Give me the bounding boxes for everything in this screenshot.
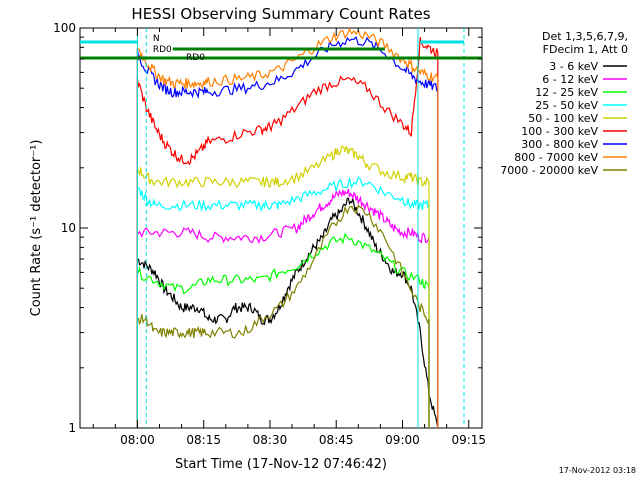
series-line-8	[136, 27, 439, 428]
legend-header-line: Det 1,3,5,6,7,9,	[542, 30, 628, 43]
y-tick-label: 1	[68, 421, 76, 435]
x-tick-label: 09:00	[385, 433, 420, 447]
x-tick-label: 09:15	[451, 433, 486, 447]
legend-label: 6 - 12 keV	[542, 73, 598, 86]
series-line-7	[136, 35, 439, 428]
footer-date: 17-Nov-2012 03:18	[559, 466, 636, 475]
series-line-1	[136, 196, 439, 429]
legend-label: 7000 - 20000 keV	[500, 164, 598, 177]
legend-label: 100 - 300 keV	[521, 125, 598, 138]
y-tick-label: 10	[61, 221, 76, 235]
legend-label: 12 - 25 keV	[535, 86, 598, 99]
flag-label-n: N	[153, 34, 160, 44]
series-line-4	[136, 176, 430, 428]
legend-header-line: FDecim 1, Att 0	[543, 43, 628, 56]
legend: Det 1,3,5,6,7,9,FDecim 1, Att 0 3 - 6 keV…	[500, 30, 628, 177]
axis-layer: 08:00 08:15 08:30 08:45 09:00 09:15 1 10 100	[53, 21, 486, 447]
series-line-3	[136, 232, 430, 428]
legend-label: 800 - 7000 keV	[514, 151, 598, 164]
legend-label: 50 - 100 keV	[528, 112, 598, 125]
chart-title: HESSI Observing Summary Count Rates	[131, 5, 430, 23]
series-line-9	[136, 204, 430, 428]
series-line-5	[136, 145, 430, 428]
x-tick-label: 08:30	[253, 433, 288, 447]
x-tick-label: 08:15	[186, 433, 221, 447]
flag-label-rd0-2: RD0	[186, 53, 205, 63]
x-tick-label: 08:00	[120, 433, 155, 447]
series-line-2	[136, 188, 430, 428]
series-line-6	[136, 37, 439, 428]
x-axis-label: Start Time (17-Nov-12 07:46:42)	[175, 457, 387, 472]
y-axis-label: Count Rate (s⁻¹ detector⁻¹)	[29, 140, 44, 317]
legend-label: 300 - 800 keV	[521, 138, 598, 151]
y-tick-label: 100	[53, 21, 76, 35]
flag-label-rd0: RD0	[153, 45, 172, 55]
legend-label: 25 - 50 keV	[535, 99, 598, 112]
series-layer	[136, 27, 439, 429]
legend-label: 3 - 6 keV	[549, 60, 598, 73]
x-tick-label: 08:45	[319, 433, 354, 447]
